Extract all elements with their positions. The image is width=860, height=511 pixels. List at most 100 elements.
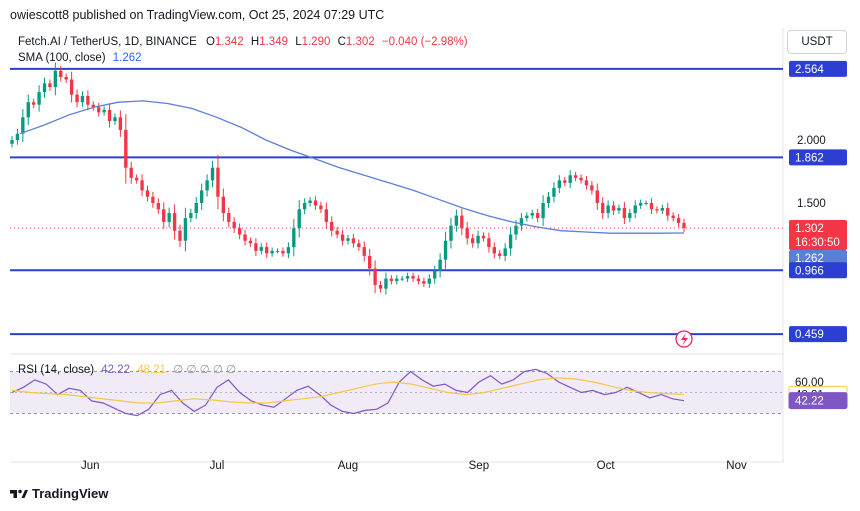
- price-axis-label: 1.500: [797, 198, 826, 210]
- price-tag-hline: [789, 262, 847, 279]
- candle-body: [470, 238, 475, 244]
- price-tag-label: 0.459: [795, 329, 824, 341]
- candle-body: [167, 213, 171, 222]
- candle-body: [151, 196, 155, 203]
- sma-line: [19, 100, 685, 234]
- price-tag-label: 16:30:50: [795, 237, 840, 249]
- candle-body: [86, 95, 90, 105]
- candle-body: [465, 228, 469, 239]
- footer-brand: TradingView: [32, 486, 109, 501]
- candle-body: [129, 167, 133, 178]
- candle-body: [308, 200, 312, 203]
- tradingview-footer[interactable]: TradingView: [10, 486, 108, 501]
- sma-label[interactable]: SMA (100, close): [18, 52, 106, 64]
- candle-body: [400, 278, 404, 280]
- price-tag-countdown: [789, 233, 847, 250]
- candle-body: [335, 230, 339, 235]
- candle-body: [378, 284, 383, 289]
- candle-body: [611, 205, 616, 211]
- candle-body: [15, 133, 20, 140]
- candle-body: [102, 109, 106, 113]
- candle-body: [26, 102, 30, 118]
- price-chart[interactable]: 2.0001.5002.5641.8621.30216:30:501.2620.…: [0, 0, 860, 486]
- candle-body: [324, 209, 329, 222]
- candle-body: [584, 180, 589, 186]
- candle-body: [498, 253, 502, 256]
- candle-body: [671, 215, 675, 219]
- candle-body: [357, 243, 361, 248]
- price-tag-hline: [789, 60, 847, 77]
- price-tag-hline: [789, 326, 847, 343]
- symbol-name[interactable]: Fetch.AI / TetherUS, 1D, BINANCE: [18, 36, 197, 48]
- time-axis-label: Oct: [597, 460, 616, 472]
- candle-body: [162, 209, 166, 222]
- time-axis-label: Jun: [81, 460, 100, 472]
- candle-body: [80, 95, 85, 103]
- candle-body: [37, 92, 41, 105]
- rsi-ma-legend-value: 48.21: [137, 364, 167, 376]
- candle-body: [178, 230, 182, 241]
- candle-body: [183, 218, 188, 241]
- candle-body: [433, 271, 437, 279]
- candle-body: [205, 180, 209, 191]
- rsi-extra-values: ∅ ∅ ∅ ∅ ∅: [173, 364, 237, 376]
- candle-body: [270, 250, 274, 254]
- time-axis-label: Aug: [338, 460, 358, 472]
- candle-body: [443, 240, 448, 260]
- candle-body: [638, 203, 643, 206]
- candle-body: [227, 213, 231, 222]
- candle-body: [552, 187, 556, 197]
- candle-body: [113, 117, 117, 122]
- candle-body: [601, 203, 605, 214]
- candle-body: [172, 213, 177, 231]
- high-label: H: [250, 36, 260, 48]
- candle-body: [107, 109, 112, 122]
- price-tag-last: [789, 219, 847, 236]
- candle-body: [373, 268, 377, 285]
- candle-body: [579, 177, 583, 181]
- candle-body: [389, 278, 394, 282]
- candle-body: [541, 203, 545, 219]
- low-value: 1.290: [301, 36, 331, 48]
- candle-body: [405, 276, 410, 279]
- candle-body: [189, 213, 193, 219]
- candle-body: [535, 213, 540, 219]
- candle-body: [449, 225, 453, 241]
- candle-body: [330, 221, 334, 231]
- candle-body: [622, 208, 627, 219]
- candle-body: [248, 240, 253, 244]
- candle-body: [557, 180, 562, 188]
- rsi-legend-value: 42.22: [101, 364, 131, 376]
- change-value: −0.040 (−2.98%): [381, 36, 468, 48]
- candle-body: [64, 77, 68, 80]
- rsi-line: [11, 368, 685, 417]
- candle-body: [682, 222, 686, 228]
- candle-body: [59, 70, 63, 77]
- candle-body: [140, 180, 144, 191]
- candle-body: [281, 250, 285, 254]
- open-label: O: [205, 36, 215, 48]
- candle-body: [367, 255, 372, 269]
- candle-body: [519, 218, 524, 226]
- candle-body: [454, 215, 459, 226]
- candle-body: [199, 190, 204, 203]
- currency-button[interactable]: USDT: [787, 30, 847, 54]
- price-tag-label: 2.564: [795, 64, 824, 76]
- candle-body: [514, 225, 518, 235]
- rsi-ma-line: [11, 377, 685, 404]
- candle-body: [595, 190, 599, 203]
- candle-body: [573, 175, 578, 178]
- candle-body: [340, 234, 345, 241]
- tradingview-logo-icon: [10, 489, 28, 498]
- price-tag-sma: [789, 249, 847, 266]
- candle-body: [75, 94, 79, 103]
- candle-body: [292, 228, 296, 248]
- candle-body: [210, 167, 215, 181]
- rsi-label[interactable]: RSI (14, close): [18, 364, 95, 376]
- candle-body: [124, 129, 128, 168]
- sma-legend: SMA (100, close) 1.262: [18, 52, 142, 64]
- candle-body: [617, 208, 621, 211]
- candle-body: [346, 238, 350, 241]
- time-axis-label: Sep: [469, 460, 489, 472]
